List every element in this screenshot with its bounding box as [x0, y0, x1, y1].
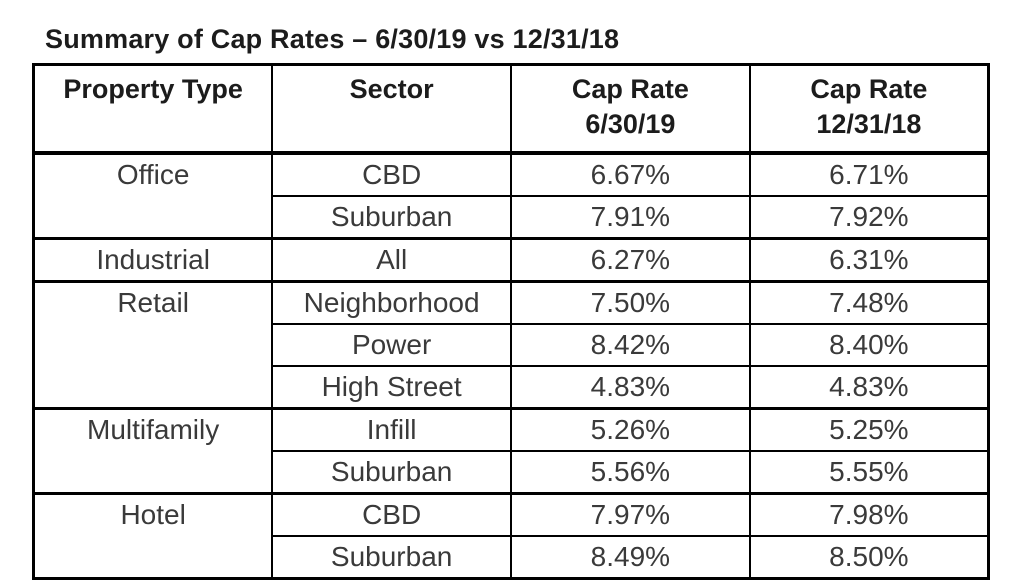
property-type-cell: Hotel — [32, 492, 274, 580]
table-row: Industrial All 6.27% 6.31% — [32, 237, 990, 283]
header-line2: 6/30/19 — [585, 109, 676, 139]
table-row: Multifamily Infill 5.26% 5.25% — [32, 407, 990, 495]
sector-cell: Suburban — [271, 450, 512, 495]
rate-2019-cell: 5.26% — [510, 407, 751, 452]
header-row: Property Type Sector Cap Rate 6/30/19 Ca… — [32, 63, 990, 155]
rate-2019-cell: 7.50% — [510, 280, 751, 325]
sector-cell: Infill — [271, 407, 512, 452]
sector-cell: CBD — [271, 492, 512, 537]
page-title: Summary of Cap Rates – 6/30/19 vs 12/31/… — [45, 24, 620, 54]
header-line2: 12/31/18 — [816, 109, 922, 139]
sector-cell: Neighborhood — [271, 280, 512, 325]
header-line1: Sector — [349, 74, 434, 104]
sector-cell: Suburban — [271, 535, 512, 580]
rate-2018-cell: 7.92% — [748, 195, 990, 240]
col-header-sector: Sector — [271, 63, 512, 155]
rate-2018-cell: 7.48% — [748, 280, 990, 325]
rate-2019-cell: 8.49% — [510, 535, 751, 580]
table-row: High Street 4.83% 4.83% — [34, 365, 990, 410]
header-line1: Cap Rate — [571, 74, 689, 104]
property-type-cell: Industrial — [32, 237, 274, 283]
rate-2018-cell: 5.55% — [748, 450, 990, 495]
rate-2019-cell: 7.91% — [510, 195, 751, 240]
col-header-cap-rate-12-31-18: Cap Rate 12/31/18 — [748, 63, 990, 155]
sector-cell: High Street — [271, 365, 512, 410]
rate-2019-cell: 6.67% — [510, 151, 751, 197]
header-line1: Cap Rate — [810, 74, 928, 104]
rate-2018-cell: 4.83% — [748, 365, 990, 410]
sector-cell: All — [271, 237, 512, 283]
rate-2019-cell: 5.56% — [510, 450, 751, 495]
table-row: Retail Neighborhood 7.50% 7.48% — [32, 280, 990, 410]
rate-2019-cell: 4.83% — [510, 365, 751, 410]
col-header-cap-rate-6-30-19: Cap Rate 6/30/19 — [510, 63, 751, 155]
table-row: Suburban 5.56% 5.55% — [34, 450, 990, 495]
sector-cell: Suburban — [271, 195, 512, 240]
sector-cell: Power — [271, 323, 512, 367]
rate-2019-cell: 7.97% — [510, 492, 751, 537]
rate-2018-cell: 6.31% — [748, 237, 990, 283]
property-type-cell: Multifamily — [32, 407, 274, 495]
sector-cell: CBD — [271, 151, 512, 197]
property-type-cell: Office — [32, 151, 274, 240]
table-row: Suburban 8.49% 8.50% — [34, 535, 990, 580]
col-header-property-type: Property Type — [32, 63, 274, 155]
table-row: Hotel CBD 7.97% 7.98% — [32, 492, 990, 580]
rate-2018-cell: 6.71% — [748, 151, 990, 197]
rate-2018-cell: 8.50% — [748, 535, 990, 580]
rate-2019-cell: 6.27% — [510, 237, 751, 283]
rate-2018-cell: 7.98% — [748, 492, 990, 537]
property-type-cell: Retail — [32, 280, 274, 410]
table-row: Office CBD 6.67% 6.71% — [32, 151, 990, 240]
header-line1: Property Type — [63, 74, 243, 104]
rate-2019-cell: 8.42% — [510, 323, 751, 367]
rate-2018-cell: 8.40% — [748, 323, 990, 367]
cap-rates-table: Property Type Sector Cap Rate 6/30/19 Ca… — [32, 63, 990, 580]
table-row: Power 8.42% 8.40% — [34, 323, 990, 367]
table-row: Suburban 7.91% 7.92% — [34, 195, 990, 240]
rate-2018-cell: 5.25% — [748, 407, 990, 452]
